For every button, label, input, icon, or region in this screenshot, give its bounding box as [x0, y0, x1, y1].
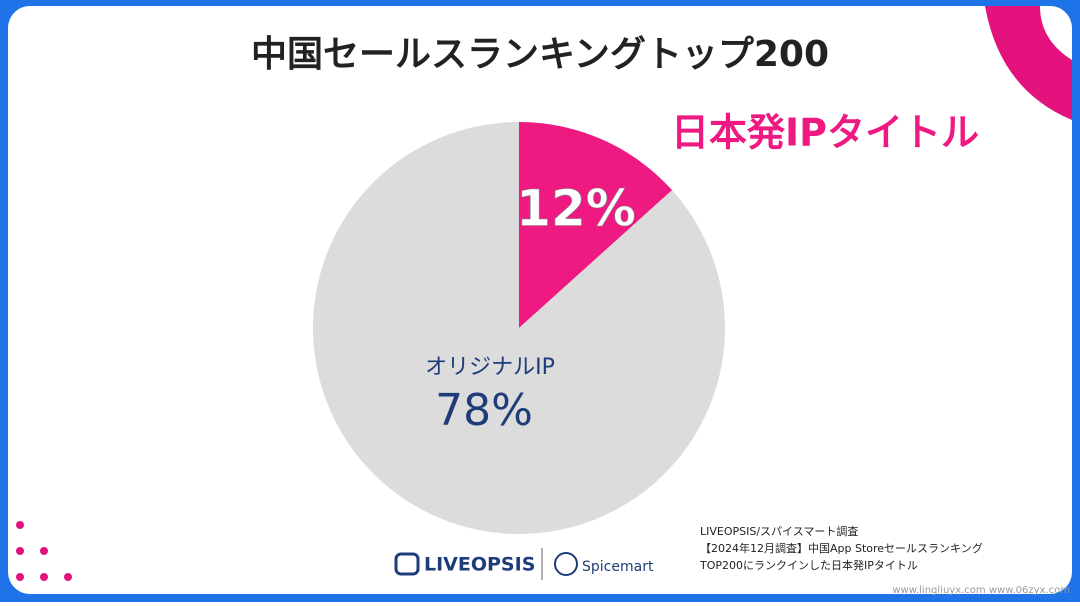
- watermark: www.lingliuyx.com www.06zyx.com: [892, 585, 1070, 596]
- pie-slice: [519, 122, 673, 328]
- corner-deco: [985, 6, 1072, 120]
- value-label: 12%: [516, 180, 636, 238]
- source-line: 【2024年12月調査】中国App Storeセールスランキング: [700, 541, 983, 555]
- chart-title: 中国セールスランキングトップ200: [251, 34, 829, 75]
- pie-slice: [312, 122, 725, 534]
- dots: [16, 521, 72, 581]
- logo-spicemart: Spicemart: [554, 552, 654, 576]
- logo-liveopsis: LIVEOPSIS: [394, 552, 535, 576]
- category-label: 日本発IPタイトル: [671, 111, 979, 155]
- logo-text: Spicemart: [582, 559, 654, 575]
- source-line: LIVEOPSIS/スパイスマート調査: [700, 524, 858, 538]
- value-label: 78%: [435, 385, 533, 436]
- source-line: TOP200にランクインした日本発IPタイトル: [699, 558, 918, 572]
- category-label: オリジナルIP: [425, 355, 555, 380]
- pie: [312, 122, 725, 534]
- logo-text: LIVEOPSIS: [424, 554, 535, 576]
